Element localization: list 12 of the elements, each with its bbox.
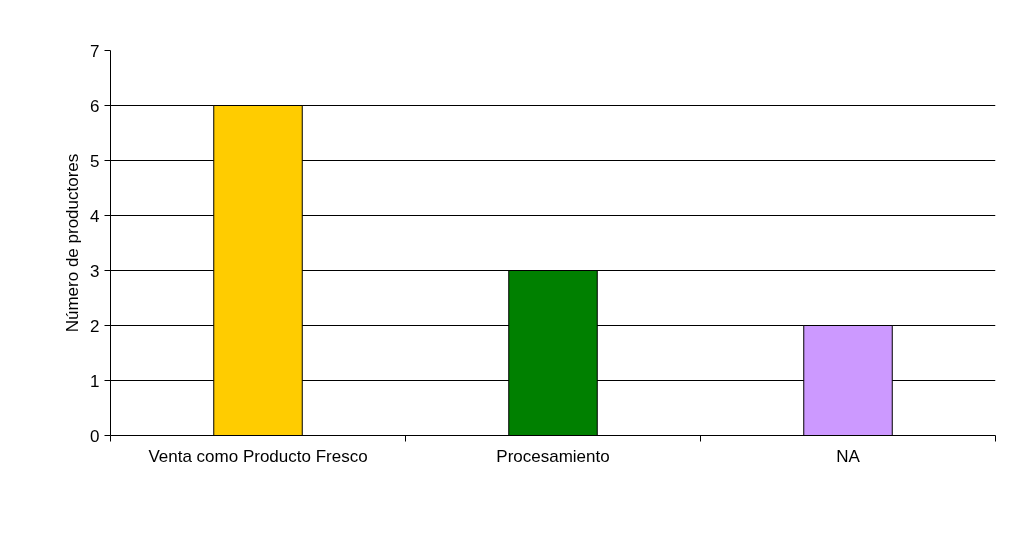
y-axis-title: Número de productores <box>63 153 83 333</box>
y-tick-label: 1 <box>90 371 100 391</box>
y-tick-label: 5 <box>90 151 100 171</box>
y-tick-label: 0 <box>90 426 100 446</box>
x-tick-label: Procesamiento <box>496 446 610 466</box>
y-tick-label: 3 <box>90 261 100 281</box>
y-tick-label: 4 <box>90 206 100 226</box>
y-tick-label: 7 <box>90 41 100 61</box>
x-tick-label: NA <box>836 446 861 466</box>
y-tick-label: 2 <box>90 316 100 336</box>
x-tick-label: Venta como Producto Fresco <box>148 446 368 466</box>
y-tick-label: 6 <box>90 96 100 116</box>
